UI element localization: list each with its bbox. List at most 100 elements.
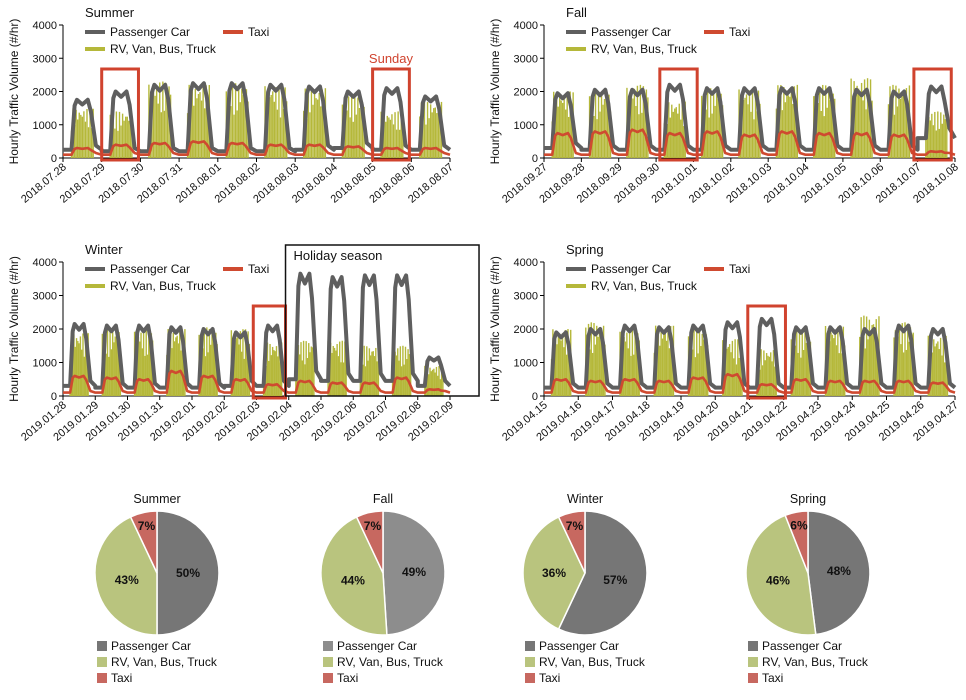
rv-bar bbox=[876, 340, 879, 396]
rv-bar bbox=[603, 98, 606, 158]
rv-bar bbox=[208, 328, 211, 396]
rv-bar bbox=[275, 87, 277, 158]
rv-bar bbox=[774, 366, 776, 396]
rv-bar bbox=[632, 98, 634, 158]
rv-bar bbox=[430, 371, 432, 396]
rv-bar bbox=[395, 355, 398, 396]
rv-bar bbox=[301, 360, 303, 396]
highlight-box bbox=[658, 67, 699, 162]
rv-bar bbox=[394, 351, 396, 396]
rv-bar bbox=[636, 85, 639, 158]
rv-bar bbox=[639, 84, 642, 158]
rv-bar bbox=[829, 100, 831, 158]
rv-bar bbox=[856, 85, 858, 158]
rv-bar bbox=[659, 345, 661, 396]
rv-bar bbox=[234, 340, 236, 396]
rv-bar bbox=[678, 103, 680, 158]
rv-bar bbox=[337, 356, 340, 396]
rv-bar bbox=[801, 329, 803, 396]
y-tick-label: 0 bbox=[532, 391, 538, 403]
rv-bar bbox=[163, 110, 166, 158]
rv-bar bbox=[73, 334, 75, 396]
fall-pie-chart: 49% 44% 7% Fall Passenger Car RV, Van, Bus, T… bbox=[320, 492, 446, 685]
rv-bar bbox=[299, 354, 301, 396]
rv-bar bbox=[599, 111, 601, 158]
holiday-label: Holiday season bbox=[294, 248, 383, 263]
rv-bar bbox=[833, 338, 835, 396]
rv-bar bbox=[207, 116, 209, 158]
rv-bar bbox=[819, 86, 821, 158]
rv-bar bbox=[170, 329, 172, 396]
rv-bar bbox=[431, 369, 434, 396]
pie-legend-swatch bbox=[97, 657, 107, 667]
rv-bar bbox=[277, 356, 279, 396]
rv-bar bbox=[114, 128, 116, 158]
rv-bar bbox=[554, 331, 557, 396]
rv-bar bbox=[863, 79, 866, 158]
pie-legend-label: Taxi bbox=[762, 671, 783, 685]
rv-bar bbox=[428, 374, 430, 396]
taxi-line bbox=[544, 128, 956, 156]
rv-bar bbox=[754, 88, 757, 158]
rv-bar bbox=[429, 367, 431, 396]
rv-bar bbox=[403, 364, 405, 396]
legend-rv-label: RV, Van, Bus, Truck bbox=[110, 42, 217, 56]
rv-bar bbox=[905, 88, 908, 158]
rv-bar bbox=[660, 329, 662, 396]
rv-bar bbox=[239, 331, 242, 396]
rv-bar bbox=[944, 119, 946, 158]
rv-bar bbox=[872, 324, 875, 396]
rv-bar bbox=[563, 95, 565, 158]
rv-bar bbox=[909, 327, 912, 396]
rv-bar bbox=[173, 341, 176, 396]
rv-bar bbox=[126, 116, 128, 158]
rv-bar bbox=[892, 84, 894, 158]
rv-bar bbox=[81, 116, 84, 158]
rv-bar bbox=[108, 356, 110, 396]
rv-bar bbox=[121, 113, 124, 158]
rv-bar bbox=[764, 360, 766, 396]
rv-bar bbox=[438, 365, 440, 396]
rv-bar bbox=[795, 112, 797, 158]
rv-bar bbox=[591, 352, 594, 396]
pie-slice-rv bbox=[94, 515, 158, 636]
rv-bar bbox=[907, 323, 909, 396]
pie-slice-passenger bbox=[156, 510, 220, 636]
rv-bar bbox=[157, 103, 159, 158]
rv-bar bbox=[78, 112, 80, 158]
pie-legend-swatch bbox=[748, 673, 758, 683]
rv-bar bbox=[306, 358, 309, 396]
rv-bar bbox=[630, 93, 633, 158]
rv-bar bbox=[568, 355, 571, 396]
summer-pie-chart: 50% 43% 7% Summer Passenger Car RV, Van, Bus,… bbox=[94, 492, 220, 685]
rv-bar bbox=[308, 343, 310, 396]
rv-bar bbox=[664, 332, 666, 396]
rv-bar bbox=[300, 342, 302, 396]
rv-bar bbox=[828, 87, 830, 158]
legend-passenger-label: Passenger Car bbox=[110, 25, 190, 39]
rv-bar bbox=[207, 352, 209, 396]
rv-bar bbox=[737, 339, 739, 396]
rv-bar bbox=[437, 375, 439, 396]
rv-bar bbox=[431, 112, 433, 158]
rv-bar bbox=[376, 361, 378, 396]
pie-legend-swatch bbox=[97, 641, 107, 651]
rv-bar bbox=[244, 94, 246, 158]
rv-bar bbox=[364, 366, 367, 396]
rv-bar bbox=[893, 114, 896, 158]
rv-bar bbox=[834, 329, 836, 396]
rv-bar bbox=[426, 102, 429, 158]
rv-bar bbox=[115, 111, 118, 158]
rv-bar bbox=[197, 93, 200, 158]
rv-bar bbox=[938, 349, 940, 396]
rv-bar bbox=[213, 337, 216, 396]
rv-bar bbox=[115, 336, 118, 396]
rv-bar bbox=[680, 119, 682, 158]
rv-bar bbox=[239, 102, 241, 158]
rv-bar bbox=[874, 332, 876, 396]
legend-rv-label: RV, Van, Bus, Truck bbox=[110, 279, 217, 293]
rv-bar bbox=[74, 346, 76, 396]
rv-bar bbox=[928, 116, 930, 158]
rv-bar bbox=[392, 124, 395, 158]
